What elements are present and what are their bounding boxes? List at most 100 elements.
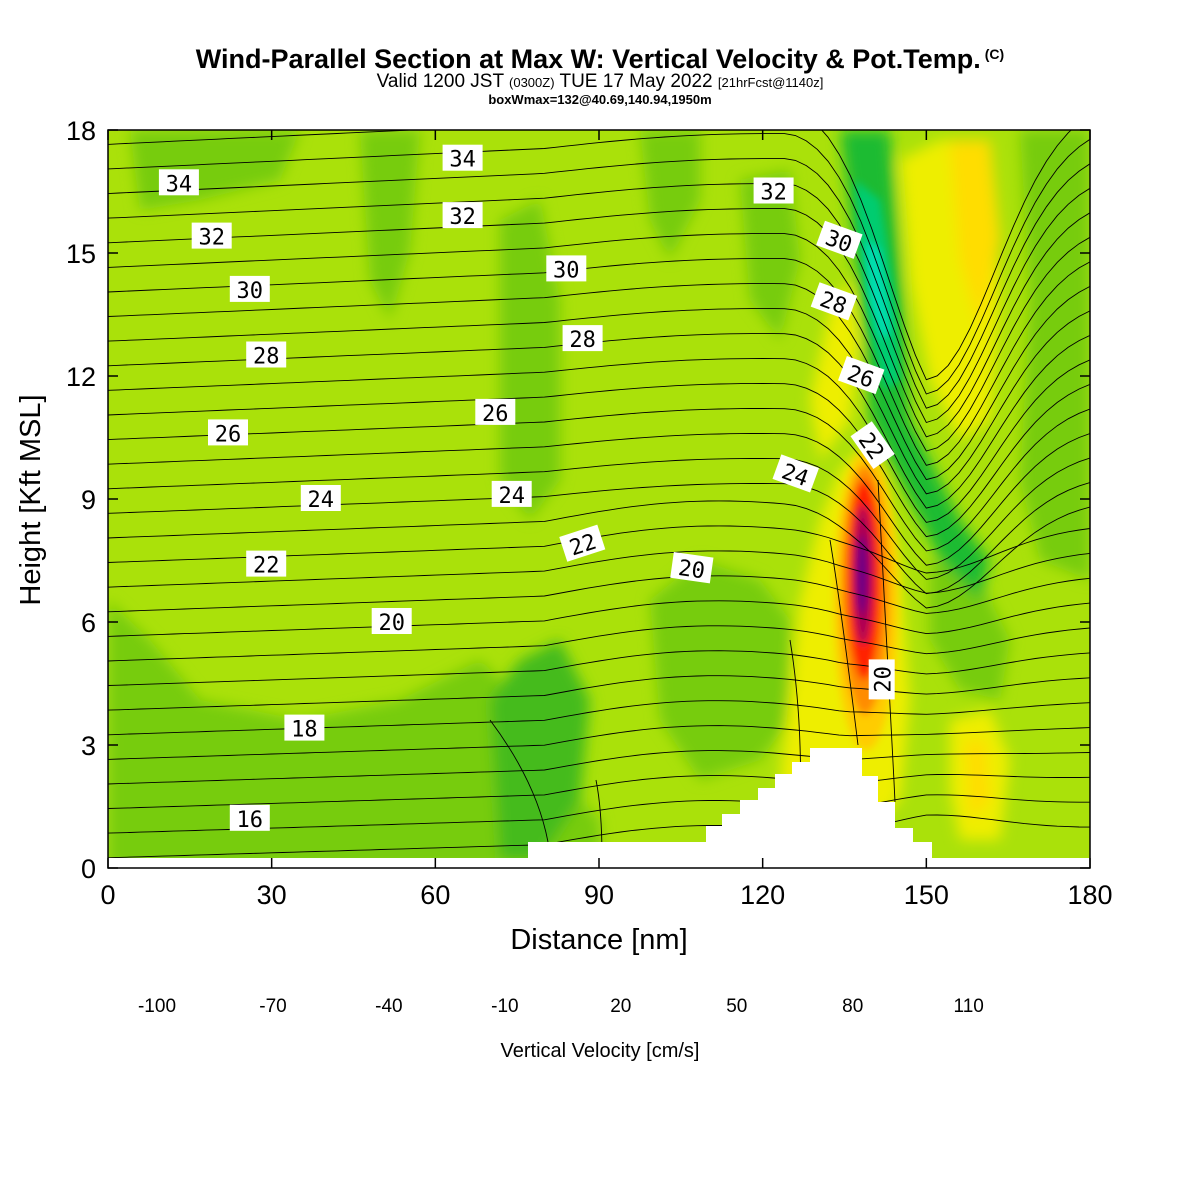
contour-label-text: 28 [569,328,596,353]
y-axis-title: Height [Kft MSL] [15,394,47,605]
downdraft-core [865,240,890,340]
theta-contour-line [108,774,1090,809]
contour-label: 20 [371,608,412,636]
theta-contour-line [108,482,1090,595]
contour-label-text: 30 [553,258,580,283]
theta-contour-line [108,750,1090,785]
contour-label: 20 [670,552,714,584]
valid-utc: (0300Z) [509,75,555,90]
theta-contour-line [108,814,1090,859]
contour-label: 26 [475,398,516,427]
theta-contour-line [108,308,1090,495]
contour-label-bg [229,804,270,831]
theta-contour-line [108,700,1090,736]
contour-label-bg [670,552,714,584]
theta-contour-line [108,233,1090,452]
colorbar-label: 110 [954,996,984,1017]
theta-contour-line [108,575,1090,614]
contour-label-bg [300,485,341,511]
contour-label-bg [475,398,516,425]
theta-contour-line [108,133,1090,395]
theta-contour-segment [877,479,896,803]
y-tick-label: 18 [66,116,96,146]
colorbar-label: 20 [610,996,631,1017]
contour-label-text: 16 [237,808,263,833]
x-tick-label: 30 [257,880,287,910]
y-tick-label: 15 [66,239,96,269]
x-axis-title: Distance [nm] [510,924,687,956]
theta-contour-line [108,383,1090,538]
chart-title-text: Wind-Parallel Section at Max W: Vertical… [195,44,981,74]
theta-contour-line [108,183,1090,424]
low-level-descent [108,600,600,868]
updraft-upper [810,280,860,460]
contour-label-bg [284,714,325,741]
theta-contour-line [108,433,1090,566]
contour-label: 32 [442,202,483,230]
contour-label-bg [442,144,483,171]
contour-label-bg [191,222,232,249]
chart-title: Wind-Parallel Section at Max W: Vertical… [0,44,1200,75]
x-tick-label: 150 [904,880,949,910]
colorbar-label: 80 [842,996,863,1017]
contour-label-bg [753,177,794,204]
theta-contour-line [108,794,1090,834]
x-tick-label: 120 [740,880,785,910]
contour-label-bg [868,659,895,700]
contour-label: 24 [300,485,341,513]
updraft-lower-right-core [965,740,990,820]
x-tick-label: 0 [100,880,115,910]
contour-label-bg [208,419,248,446]
terrain [108,748,1090,868]
contour-label-text: 30 [237,279,263,304]
colorbar-label: -10 [491,996,518,1017]
colorbar: -100 -70 -40 -10 20 50 80 110 [138,996,984,1017]
y-tick-label: 12 [66,362,96,392]
theta-contour-line [108,725,1090,760]
contour-label-text: 26 [482,402,509,427]
contour-label: 30 [229,275,270,304]
forecast-info: [21hrFcst@1140z] [717,75,824,90]
contour-label: 22 [246,550,287,579]
contour-label: 26 [208,419,248,447]
contour-label-bg [559,524,606,562]
theta-contour-segment [829,539,859,746]
contour-label: 28 [562,325,603,353]
contour-label-text: 32 [760,181,787,206]
contour-label-text: 32 [449,205,476,230]
contour-label-text: 18 [291,718,318,743]
theta-contour-line [108,457,1090,580]
x-tick-label: 180 [1067,880,1112,910]
theta-contour-line [108,625,1090,662]
theta-contour-line [108,158,1090,409]
axis-ticks: 0 30 60 90 120 150 180 0 3 6 9 12 15 18 [66,116,1113,910]
contour-label-bg [491,480,532,507]
contour-label: 30 [816,220,863,259]
colorbar-label: -100 [138,996,176,1017]
contour-label: 16 [229,804,270,833]
colorbar-label: 50 [726,996,747,1017]
contour-label-bg [810,282,858,321]
contour-label: 32 [191,222,232,251]
contour-label-text: 28 [253,345,280,370]
x-tick-label: 60 [420,880,450,910]
contour-label: 34 [158,169,199,197]
contour-label: 34 [442,144,483,173]
boxwmax-line: boxWmax=132@40.69,140.94,1950m [488,92,712,107]
contour-label-bg [371,608,412,634]
descent-mid [650,560,790,780]
contour-label-text: 34 [166,172,193,197]
contour-label: 28 [810,282,858,321]
theta-contour-line [108,258,1090,466]
contour-label-bg [229,275,270,302]
contour-label-bg [562,325,603,352]
contour-label: 18 [284,714,325,743]
contour-label: 24 [491,480,532,509]
descent-upper-right [740,170,800,340]
contour-label-bg [246,550,287,577]
colorbar-label: -40 [375,996,402,1017]
descent-column [500,200,560,520]
